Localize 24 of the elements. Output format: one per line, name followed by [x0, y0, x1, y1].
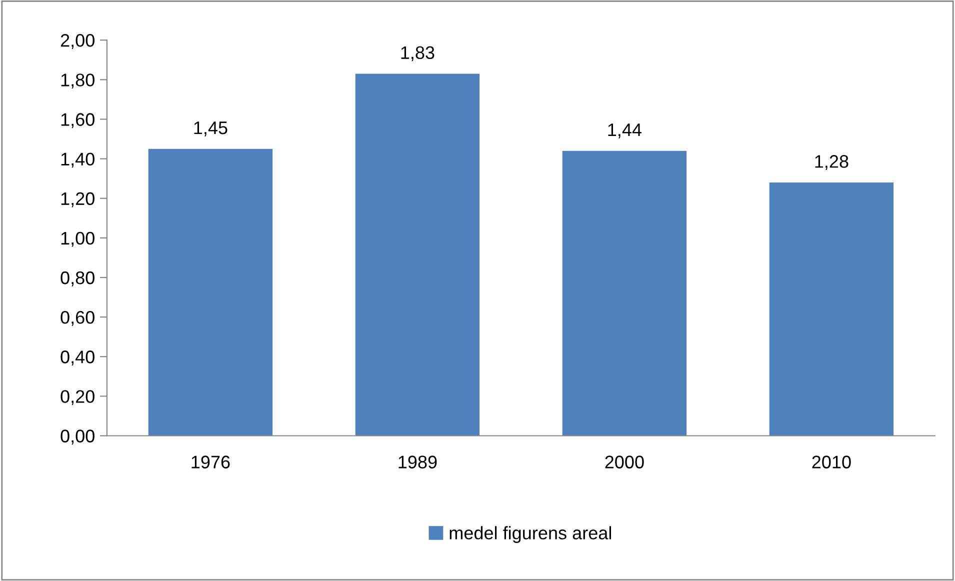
- y-tick-label: 0,20: [60, 390, 94, 406]
- y-tick-label: 0,60: [60, 310, 94, 326]
- bar: [355, 74, 480, 436]
- y-tick-label: 1,80: [61, 74, 94, 89]
- data-label: 1,83: [401, 46, 434, 62]
- x-tick-label: 1989: [398, 456, 437, 468]
- y-tick-label: 1,20: [61, 192, 94, 208]
- y-tick-label: 2,00: [60, 34, 94, 49]
- bar: [769, 182, 894, 436]
- y-tick-label: 0,80: [60, 271, 94, 286]
- x-tick-label: 1976: [192, 456, 230, 468]
- legend-label: medel figurens areal: [450, 526, 611, 543]
- x-tick-label: 2010: [812, 456, 851, 468]
- bar: [562, 150, 687, 436]
- y-tick-label: 1,00: [61, 232, 94, 247]
- data-label: 1,44: [608, 124, 642, 138]
- y-tick-label: 1,60: [61, 113, 94, 128]
- y-tick-label: 0,00: [60, 430, 94, 445]
- x-tick-label: 2000: [605, 456, 644, 468]
- data-label: 1,28: [815, 155, 848, 170]
- y-tick-label: 1,40: [61, 152, 94, 168]
- y-tick-label: 0,40: [60, 350, 94, 366]
- bar: [148, 148, 273, 436]
- data-label: 1,45: [194, 122, 228, 136]
